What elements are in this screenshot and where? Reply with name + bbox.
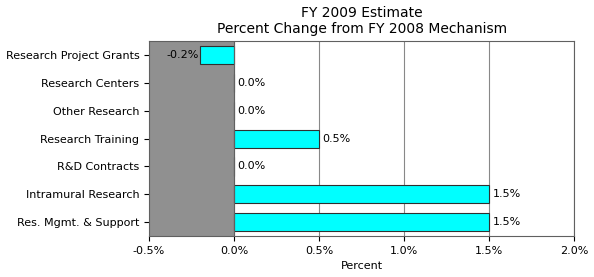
X-axis label: Percent: Percent: [340, 261, 383, 271]
Bar: [234, 185, 489, 203]
Text: 1.5%: 1.5%: [492, 217, 521, 227]
Bar: [200, 46, 234, 64]
Title: FY 2009 Estimate
Percent Change from FY 2008 Mechanism: FY 2009 Estimate Percent Change from FY …: [217, 6, 507, 36]
Bar: [234, 130, 319, 148]
Bar: [149, 41, 233, 236]
Text: 0.5%: 0.5%: [323, 134, 351, 144]
Text: 0.0%: 0.0%: [238, 161, 266, 171]
Text: 1.5%: 1.5%: [492, 189, 521, 199]
Text: 0.0%: 0.0%: [238, 78, 266, 88]
Text: 0.0%: 0.0%: [238, 106, 266, 116]
Bar: [234, 213, 489, 231]
Text: -0.2%: -0.2%: [166, 50, 198, 60]
